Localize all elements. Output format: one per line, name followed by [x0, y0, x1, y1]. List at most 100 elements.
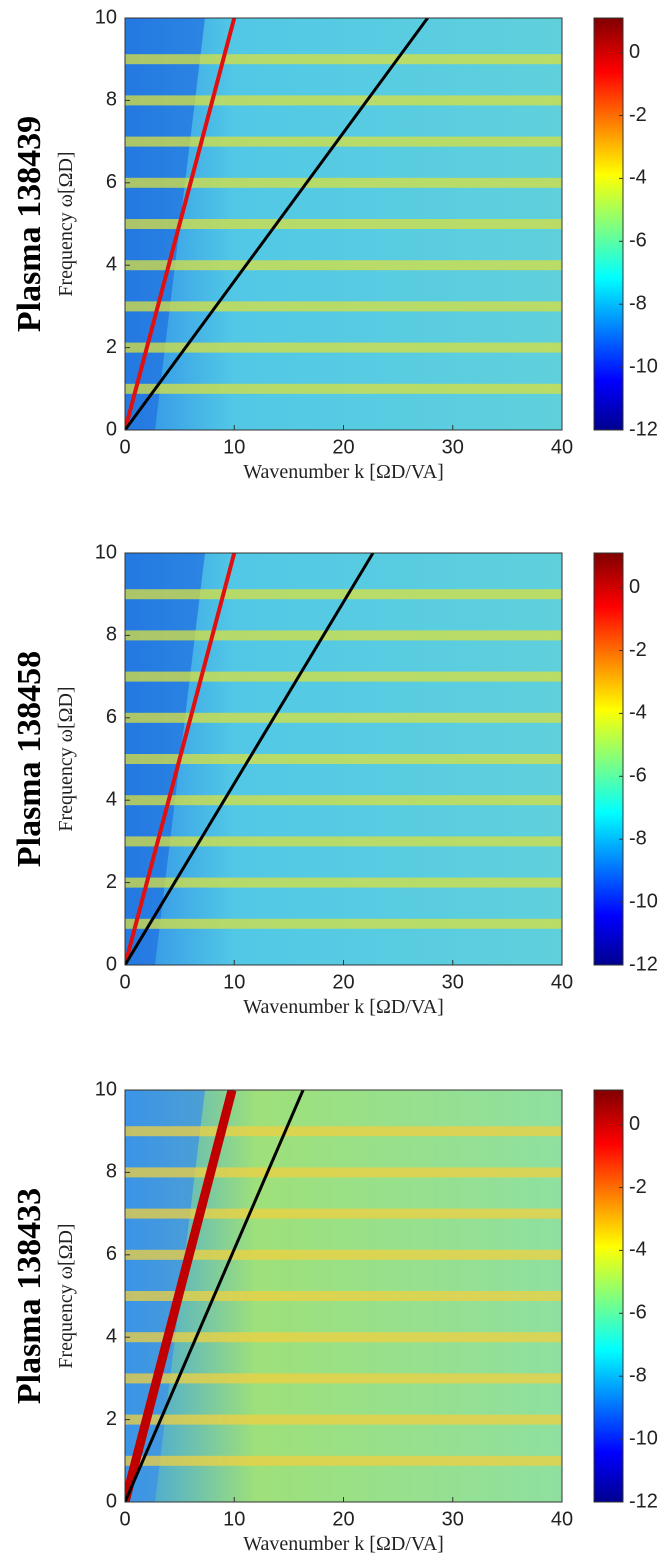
harmonic-band	[125, 301, 562, 312]
colorbar-tick-label: -4	[629, 1239, 647, 1261]
x-tick-label: 20	[332, 971, 354, 993]
harmonic-band	[125, 1414, 562, 1425]
plot: 0 10 20 30 40 0 2 4 6 8 10 Wavenumber k [ΩD/VA] Freq…	[11, 6, 658, 483]
y-axis-label: Frequency ω[ΩD]	[55, 686, 77, 831]
colorbar-tick-label: -10	[629, 355, 658, 377]
y-tick-label: 10	[95, 1078, 117, 1100]
harmonic-band	[125, 671, 562, 682]
x-tick-label: 40	[551, 971, 573, 993]
harmonic-band	[125, 342, 562, 353]
x-tick-label: 0	[119, 971, 130, 993]
x-axis-label: Wavenumber k [ΩD/VA]	[243, 1533, 444, 1555]
y-tick-label: 2	[106, 1408, 117, 1430]
y-tick-label: 4	[106, 1325, 117, 1347]
y-tick-label: 0	[106, 1490, 117, 1512]
x-tick-label: 30	[442, 971, 464, 993]
x-tick-label: 20	[332, 436, 354, 458]
x-tick-label: 0	[119, 436, 130, 458]
harmonic-band	[125, 177, 562, 188]
colorbar-tick-label: 0	[629, 576, 640, 598]
y-tick-label: 2	[106, 336, 117, 358]
y-tick-label: 4	[106, 788, 117, 810]
y-tick-label: 10	[95, 6, 117, 28]
y-tick-label: 8	[106, 1161, 117, 1183]
harmonic-band	[125, 877, 562, 888]
harmonic-band	[125, 1208, 562, 1219]
x-tick-label: 40	[551, 436, 573, 458]
dispersion-line	[125, 18, 429, 430]
x-tick-label: 20	[332, 1508, 354, 1530]
colorbar-tick-label: -2	[629, 104, 647, 126]
y-tick-label: 0	[106, 953, 117, 975]
colorbar-tick-label: -4	[629, 167, 647, 189]
dispersion-line	[125, 553, 237, 965]
y-tick-label: 10	[95, 541, 117, 563]
harmonic-band	[125, 918, 562, 929]
x-tick-label: 30	[442, 1508, 464, 1530]
y-tick-label: 8	[106, 624, 117, 646]
colorbar-tick-label: -12	[629, 953, 658, 975]
colorbar-tick-label: -6	[629, 765, 647, 787]
harmonic-band	[125, 1167, 562, 1178]
harmonic-band	[125, 836, 562, 847]
x-tick-label: 10	[223, 436, 245, 458]
plot: 0 10 20 30 40 0 2 4 6 8 10 Wavenumber k [ΩD/VA] Freq…	[11, 1078, 658, 1555]
y-tick-label: 6	[106, 171, 117, 193]
harmonic-band	[125, 589, 562, 600]
x-tick-label: 10	[223, 971, 245, 993]
harmonic-band	[125, 1455, 562, 1466]
y-tick-label: 8	[106, 89, 117, 111]
y-tick-label: 0	[106, 418, 117, 440]
colorbar-tick-label: -12	[629, 1490, 658, 1512]
harmonic-band	[125, 1249, 562, 1260]
x-tick-label: 40	[551, 1508, 573, 1530]
harmonic-band	[125, 630, 562, 641]
y-tick-label: 2	[106, 871, 117, 893]
y-tick-label: 6	[106, 1243, 117, 1265]
colorbar-tick-label: -8	[629, 292, 647, 314]
x-tick-label: 0	[119, 1508, 130, 1530]
colorbar	[593, 17, 624, 431]
dispersion-line	[125, 1090, 237, 1502]
colorbar-tick-label: -6	[629, 1302, 647, 1324]
chart-title: Plasma 138458	[11, 651, 48, 867]
x-tick-label: 10	[223, 1508, 245, 1530]
harmonic-band	[125, 136, 562, 147]
x-axis-label: Wavenumber k [ΩD/VA]	[243, 461, 444, 483]
chart-title: Plasma 138433	[11, 1188, 48, 1404]
harmonic-band	[125, 383, 562, 394]
y-axis-label: Frequency ω[ΩD]	[55, 151, 77, 296]
colorbar-tick-label: 0	[629, 1113, 640, 1135]
colorbar	[593, 552, 624, 966]
harmonic-band	[125, 712, 562, 723]
colorbar-tick-label: -10	[629, 1427, 658, 1449]
harmonic-band	[125, 54, 562, 65]
colorbar-tick-label: 0	[629, 41, 640, 63]
x-tick-label: 30	[442, 436, 464, 458]
harmonic-band	[125, 1373, 562, 1384]
harmonic-band	[125, 95, 562, 106]
harmonic-band	[125, 754, 562, 764]
harmonic-band	[125, 219, 562, 229]
harmonic-band	[125, 1126, 562, 1137]
plot: 0 10 20 30 40 0 2 4 6 8 10 Wavenumber k [ΩD/VA] Freq…	[11, 541, 658, 1018]
harmonic-band	[125, 795, 562, 806]
colorbar-tick-label: -8	[629, 827, 647, 849]
harmonic-band	[125, 260, 562, 271]
plot-area	[125, 553, 562, 965]
chart-title: Plasma 138439	[11, 116, 48, 332]
colorbar-tick-label: -8	[629, 1364, 647, 1386]
x-axis-label: Wavenumber k [ΩD/VA]	[243, 996, 444, 1018]
colorbar-tick-label: -2	[629, 1176, 647, 1198]
colorbar-tick-label: -10	[629, 890, 658, 912]
colorbar-tick-label: -12	[629, 418, 658, 440]
harmonic-band	[125, 1332, 562, 1343]
plot-area	[125, 1090, 562, 1502]
colorbar-tick-label: -6	[629, 230, 647, 252]
colorbar-tick-label: -4	[629, 702, 647, 724]
colorbar-tick-label: -2	[629, 639, 647, 661]
dispersion-line	[125, 18, 237, 430]
dispersion-line	[125, 553, 375, 965]
harmonic-band	[125, 1291, 562, 1301]
